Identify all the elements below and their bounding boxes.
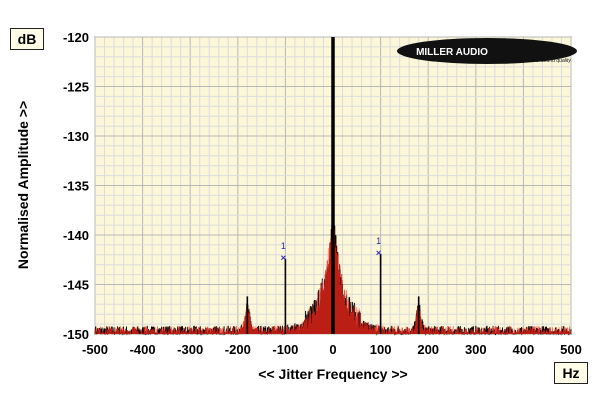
x-tick-label: 300 bbox=[465, 342, 487, 357]
spectrum-traces bbox=[94, 37, 572, 336]
logo-text-right: RESEARCH bbox=[509, 47, 565, 58]
y-tick-label: -120 bbox=[63, 30, 89, 45]
marker-label: 1 bbox=[376, 236, 381, 246]
spectral-peak bbox=[246, 296, 249, 334]
y-unit-box: dB bbox=[10, 28, 44, 50]
x-tick-label: 200 bbox=[417, 342, 439, 357]
x-tick-label: -500 bbox=[82, 342, 108, 357]
logo-text-left: MILLER AUDIO bbox=[416, 47, 488, 58]
x-tick-label: -100 bbox=[272, 342, 298, 357]
x-tick-label: -300 bbox=[177, 342, 203, 357]
y-tick-label: -140 bbox=[63, 228, 89, 243]
spectral-peak bbox=[417, 296, 420, 334]
marker-label: 1 bbox=[281, 241, 286, 251]
x-unit-label: Hz bbox=[562, 365, 580, 381]
y-tick-label: -145 bbox=[63, 278, 89, 293]
marker-cross bbox=[281, 255, 286, 261]
x-tick-label: 500 bbox=[560, 342, 582, 357]
logo-badge bbox=[397, 38, 577, 64]
y-tick-label: -135 bbox=[63, 179, 89, 194]
x-tick-label: 100 bbox=[370, 342, 392, 357]
x-tick-label: 0 bbox=[329, 342, 336, 357]
x-tick-label: -400 bbox=[130, 342, 156, 357]
x-tick-label: -200 bbox=[225, 342, 251, 357]
miller-audio-research-logo: MILLER AUDIO RESEARCH Getting the measur… bbox=[397, 38, 577, 64]
spectral-peak bbox=[379, 253, 382, 334]
spectral-peak bbox=[331, 37, 335, 334]
x-tick-label: 400 bbox=[513, 342, 535, 357]
y-tick-label: -125 bbox=[63, 80, 89, 95]
axis-tick-labels: -500 -400 -300 -200 -100 0 100 200 300 400 500 -120… bbox=[63, 30, 582, 357]
marker-cross bbox=[376, 250, 381, 256]
y-unit-label: dB bbox=[17, 31, 37, 47]
logo-tagline: Getting the measure of sound quality bbox=[489, 58, 571, 64]
x-axis-label: << Jitter Frequency >> bbox=[258, 366, 408, 382]
y-tick-label: -130 bbox=[63, 129, 89, 144]
spectral-peak bbox=[284, 258, 287, 334]
x-unit-box: Hz bbox=[554, 362, 588, 384]
y-tick-label: -150 bbox=[63, 327, 89, 342]
